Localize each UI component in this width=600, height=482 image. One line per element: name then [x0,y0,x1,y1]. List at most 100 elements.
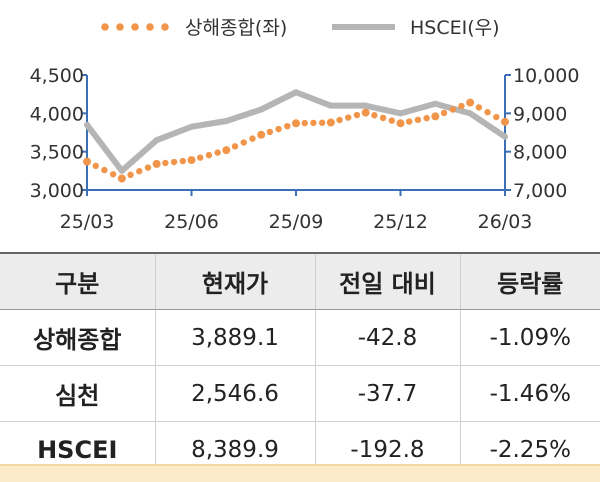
shanghai-dot [458,102,465,110]
shanghai-point [361,108,370,117]
index-table: 구분 현재가 전일 대비 등락률 상해종합 3,889.1 -42.8 -1.0… [0,252,600,478]
shanghai-dot [388,117,395,124]
shanghai-dot [353,111,361,119]
legend-shanghai-label: 상해종합(좌) [185,17,287,39]
shanghai-dot [179,157,186,165]
shanghai-point [257,130,266,139]
hscei-point [118,167,125,174]
shanghai-dot [101,166,108,174]
chart-legend: 상해종합(좌) HSCEI(우) [101,17,500,39]
shanghai-dot [240,139,247,146]
shanghai-dot [336,116,343,124]
header-current-price: 현재가 [155,252,316,310]
shanghai-dot [440,109,448,117]
x-tick-label: 26/03 [478,211,533,233]
legend-shanghai-marker [146,23,154,31]
row-change: -37.7 [315,365,461,422]
hscei-point [502,133,508,140]
legend-hscei-label: HSCEI(우) [410,17,500,39]
shanghai-dot [284,122,291,130]
legend-shanghai-marker [101,23,109,31]
shanghai-point [431,112,440,121]
x-tick-label: 25/06 [164,211,219,233]
hscei-point [153,137,160,144]
shanghai-dot [345,114,352,121]
shanghai-dot [162,159,169,167]
hscei-line [84,89,508,174]
table-row: 심천 2,546.6 -37.7 -1.46% [0,365,600,422]
shanghai-point [501,117,509,126]
table-header-row: 구분 현재가 전일 대비 등락률 [0,252,600,310]
shanghai-point [187,156,196,165]
shanghai-series [83,98,509,183]
row-change: -42.8 [315,309,461,366]
header-change-rate: 등락률 [460,252,600,310]
left-tick-label: 3,500 [30,142,84,164]
legend-shanghai-marker [116,23,124,31]
hscei-point [84,121,90,128]
hscei-point [362,102,369,109]
hscei-point [432,100,439,107]
shanghai-dot [379,114,387,122]
shanghai-point [466,98,475,107]
shanghai-dot [127,171,134,179]
hscei-point [188,123,195,130]
row-name: 심천 [0,365,156,422]
x-tick-label: 25/03 [60,211,115,233]
hscei-point [258,106,265,113]
row-current-price: 3,889.1 [155,309,316,366]
shanghai-point [83,157,91,166]
chart-axes [81,74,511,196]
row-change-rate: -1.46% [460,365,600,422]
shanghai-dot [414,116,422,124]
header-change: 전일 대비 [315,252,461,310]
shanghai-dot [493,113,500,121]
bottom-strip [0,464,600,482]
row-current-price: 2,546.6 [155,365,316,422]
shanghai-dot [170,158,178,166]
right-tick-label: 10,000 [513,65,579,87]
shanghai-dot [231,143,239,150]
shanghai-dot [136,168,143,175]
shanghai-dot [310,119,317,127]
hscei-point [397,110,404,117]
shanghai-dot [275,125,282,133]
tick-labels: 3,000 3,500 4,000 4,500 7,000 8,000 9,000 10,00… [30,65,580,233]
hscei-point [293,89,299,96]
shanghai-dot [301,119,308,127]
shanghai-dot [92,162,99,170]
legend-shanghai-marker [131,23,139,31]
left-tick-label: 4,000 [30,103,84,125]
header-category: 구분 [0,252,156,310]
right-tick-label: 9,000 [513,103,567,125]
x-tick-label: 25/09 [269,211,324,233]
hscei-point [223,118,230,124]
shanghai-dot [475,104,483,111]
hscei-point [327,102,334,109]
shanghai-point [326,118,335,127]
shanghai-dot [318,119,326,126]
row-change-rate: -1.09% [460,309,600,366]
shanghai-dot [109,171,117,178]
shanghai-dot [449,106,456,113]
shanghai-dot [371,112,378,119]
right-tick-label: 8,000 [513,142,567,164]
shanghai-point [222,146,231,155]
shanghai-dot [144,164,152,171]
shanghai-point [117,174,126,183]
shanghai-point [152,159,161,168]
shanghai-point [292,119,300,128]
right-tick-label: 7,000 [513,180,567,202]
shanghai-dot [197,154,204,161]
hscei-series [84,89,508,174]
shanghai-dot [249,135,256,142]
shanghai-dot [406,118,413,125]
left-tick-label: 4,500 [30,65,84,87]
shanghai-dot [205,151,213,159]
table-row: 상해종합 3,889.1 -42.8 -1.09% [0,309,600,366]
legend-shanghai-marker [161,23,169,31]
left-tick-label: 3,000 [30,180,84,202]
shanghai-dot [266,128,274,136]
shanghai-point [396,119,405,128]
hscei-point [467,110,474,117]
